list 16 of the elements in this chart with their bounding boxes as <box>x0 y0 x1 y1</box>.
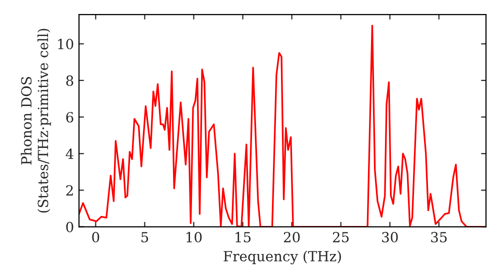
y-tick-label: 2 <box>66 185 73 196</box>
y-tick-label: 8 <box>66 75 74 86</box>
y-axis-title: Phonon DOS (States/THz·primitive cell) <box>20 28 51 213</box>
x-tick-label: 30 <box>382 232 398 242</box>
x-tick-label: 10 <box>186 232 202 242</box>
x-tick-label: 25 <box>332 232 349 242</box>
x-tick-label: 0 <box>92 232 100 242</box>
x-tick-label: 35 <box>431 232 447 242</box>
y-tick-label: 0 <box>66 222 74 232</box>
y-tick-label: 6 <box>66 112 74 122</box>
y-tick-label: 4 <box>66 148 74 159</box>
x-axis-title: Frequency (THz) <box>224 250 341 264</box>
y-tick-label: 10 <box>58 38 74 50</box>
x-tick-label: 15 <box>236 232 251 242</box>
x-tick-label: 5 <box>141 232 148 242</box>
x-tick-label: 20 <box>284 232 300 242</box>
